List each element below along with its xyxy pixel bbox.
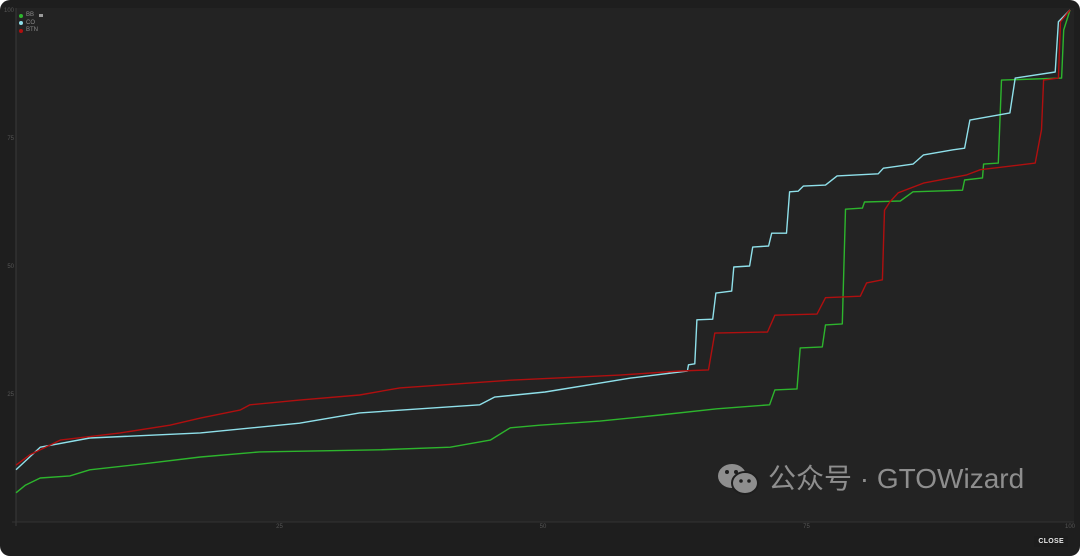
series-line-btn bbox=[15, 9, 1071, 466]
y-tick-label: 75 bbox=[7, 136, 14, 142]
legend-dot-bb bbox=[19, 13, 23, 18]
legend-label: BTN bbox=[26, 27, 38, 33]
watermark-text: 公众号 · GTOWizard bbox=[768, 463, 1025, 494]
watermark: 公众号 · GTOWizard bbox=[716, 462, 1024, 496]
x-tick-label: 50 bbox=[540, 524, 547, 530]
legend-label: CO bbox=[26, 19, 35, 26]
x-tick-label: 25 bbox=[276, 524, 283, 530]
series-line-co bbox=[15, 9, 1071, 471]
legend-dot-btn bbox=[19, 28, 23, 33]
x-tick-label: 75 bbox=[803, 524, 810, 530]
legend-item-co[interactable]: CO bbox=[19, 20, 43, 28]
tag-icon bbox=[39, 14, 44, 18]
wechat-icon bbox=[718, 464, 759, 495]
series-line-bb bbox=[15, 9, 1071, 494]
y-tick-label: 50 bbox=[7, 264, 14, 270]
y-tick-label: 25 bbox=[7, 392, 14, 398]
legend-label: BB bbox=[26, 12, 35, 18]
legend-dot-co bbox=[19, 21, 23, 26]
legend-item-btn[interactable]: BTN bbox=[19, 27, 43, 35]
legend: BB CO BTN bbox=[19, 12, 44, 35]
close-button[interactable]: CLOSE bbox=[1034, 536, 1068, 547]
x-tick-label: 100 bbox=[1065, 524, 1076, 530]
plot-area bbox=[16, 8, 1074, 522]
legend-item-bb[interactable]: BB bbox=[19, 12, 44, 20]
y-tick-label: 100 bbox=[4, 8, 15, 14]
